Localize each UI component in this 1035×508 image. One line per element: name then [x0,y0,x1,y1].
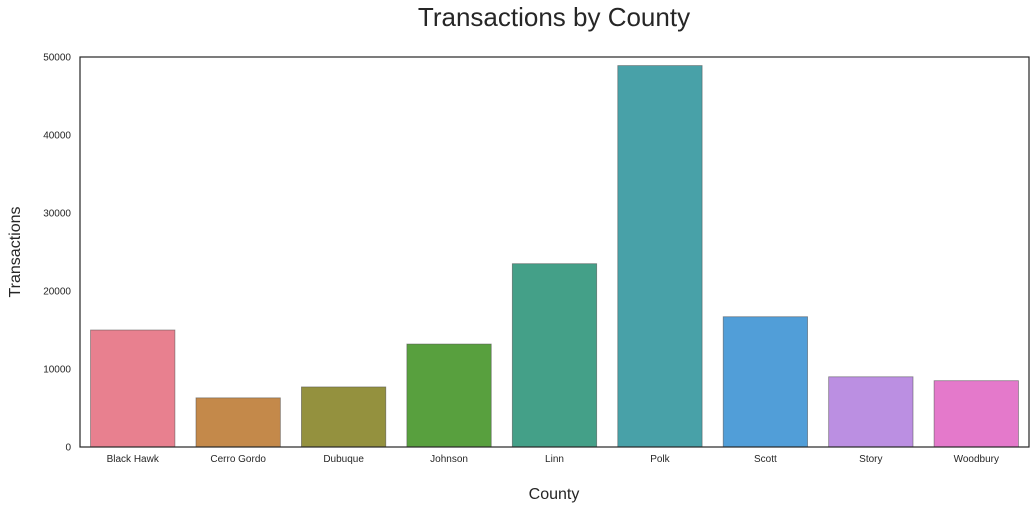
chart-title: Transactions by County [418,2,690,32]
bar-linn [511,263,598,448]
x-tick-label: Linn [545,454,564,465]
x-tick-label: Black Hawk [107,454,160,465]
y-tick-label: 0 [65,443,71,454]
bar-cerro-gordo [195,397,281,448]
x-tick-label: Johnson [430,454,468,465]
y-tick-label: 40000 [43,131,71,142]
x-tick-label: Scott [754,454,777,465]
y-tick-label: 50000 [43,53,71,64]
x-tick-label: Woodbury [954,454,999,465]
bar-scott [722,316,808,448]
plot-frame [79,56,1030,448]
x-axis-label: County [529,486,580,503]
x-tick-label: Cerro Gordo [210,454,266,465]
bar-story [828,376,914,448]
y-axis-label: Transactions [7,207,24,298]
bar-johnson [406,343,492,448]
y-tick-label: 30000 [43,209,71,220]
y-tick-label: 10000 [43,365,71,376]
bar-polk [617,65,703,448]
y-axis-ticks: 0 10000 20000 30000 40000 50000 [43,53,71,454]
y-tick-label: 20000 [43,287,71,298]
bar-dubuque [301,386,387,448]
bars-group [90,65,1019,448]
bar-black-hawk [90,329,176,448]
x-tick-label: Story [859,454,882,465]
x-tick-label: Dubuque [323,454,364,465]
x-axis-ticks: Black Hawk Cerro Gordo Dubuque Johnson Linn P… [107,454,999,465]
bar-woodbury [933,380,1019,448]
x-tick-label: Polk [650,454,670,465]
